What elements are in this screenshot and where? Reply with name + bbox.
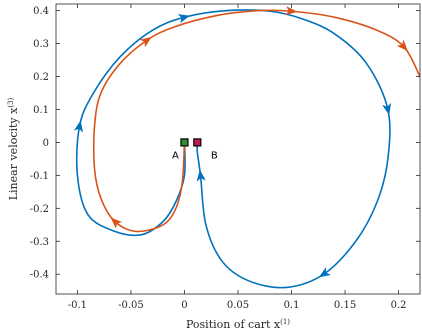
series-blue-arrow <box>73 120 83 133</box>
x-tick-label: 0.1 <box>284 300 300 311</box>
arrowhead <box>177 14 191 24</box>
arrowhead <box>382 102 392 116</box>
y-tick-label: 0.3 <box>33 39 49 50</box>
x-axis-ticks: -0.1 -0.05 0 0.05 0.1 0.15 0.2 <box>68 4 407 311</box>
x-axis-label: Position of cart x(1) <box>186 318 290 331</box>
series-orange-arrow <box>110 217 123 229</box>
x-axis-label-sup: (1) <box>280 318 290 326</box>
arrowhead <box>285 6 298 16</box>
arrowhead <box>73 120 83 133</box>
y-tick-label: -0.1 <box>30 171 49 182</box>
arrowhead <box>196 169 206 182</box>
plot-background <box>56 4 420 294</box>
series-blue-arrow <box>177 14 191 24</box>
x-tick-label: 0.2 <box>391 300 407 311</box>
x-tick-label: 0 <box>181 300 187 311</box>
series-blue-arrow <box>318 267 331 278</box>
marker-b <box>193 138 202 147</box>
series-orange-arrow <box>139 36 152 48</box>
y-tick-label: 0.2 <box>33 72 49 83</box>
series-orange-arrow <box>285 6 298 16</box>
y-axis-ticks: -0.4 -0.3 -0.2 -0.1 0 0.1 0.2 0.3 0.4 <box>30 6 420 281</box>
y-axis-label-text: Linear velocity x <box>7 107 20 200</box>
y-axis-label: Linear velocity x(3) <box>7 97 20 200</box>
arrowhead <box>139 36 152 48</box>
x-axis-label-text: Position of cart x <box>186 318 281 331</box>
y-tick-label: -0.3 <box>30 237 49 248</box>
y-tick-label: -0.2 <box>30 204 49 215</box>
y-tick-label: 0.1 <box>33 105 49 116</box>
y-tick-label: -0.4 <box>30 270 49 281</box>
marker-a <box>180 138 189 147</box>
x-tick-label: -0.1 <box>68 300 87 311</box>
arrowhead <box>396 39 408 52</box>
y-tick-label: 0.4 <box>33 6 49 17</box>
x-tick-label: 0.05 <box>227 300 249 311</box>
y-axis-label-sup: (3) <box>7 97 15 107</box>
arrowhead <box>318 267 331 278</box>
arrows-layer <box>73 6 408 278</box>
series-orange-line <box>92 9 420 233</box>
marker-b-label: B <box>211 150 218 161</box>
x-tick-label: 0.15 <box>334 300 356 311</box>
y-tick-label: 0 <box>43 138 49 149</box>
marker-a-label: A <box>172 150 179 161</box>
x-tick-label: -0.05 <box>118 300 144 311</box>
series-blue-arrow <box>196 169 206 182</box>
series-orange-arrow <box>396 39 408 52</box>
series-blue-arrow <box>382 102 392 116</box>
arrowhead <box>110 217 123 229</box>
